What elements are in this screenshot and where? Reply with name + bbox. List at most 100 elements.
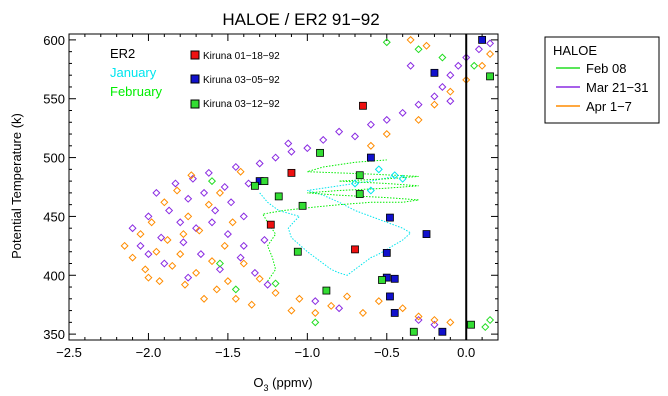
data-point-diamond — [215, 259, 224, 268]
y-tick-label: 450 — [43, 209, 65, 224]
y-tick-label: 600 — [43, 33, 65, 48]
data-point-diamond — [192, 268, 201, 277]
data-point-diamond — [454, 61, 463, 70]
plot-border — [68, 33, 499, 341]
data-point-square — [366, 153, 375, 162]
data-point-diamond — [179, 230, 188, 239]
data-point-square — [266, 220, 275, 229]
data-point-diamond — [144, 250, 153, 259]
data-point-diamond — [446, 71, 455, 80]
data-point-diamond — [176, 250, 185, 259]
profile-january-line — [259, 175, 412, 276]
x-tick-label: −0.5 — [374, 345, 400, 360]
data-point-diamond — [244, 179, 253, 188]
data-point-diamond — [366, 141, 375, 150]
data-point-diamond — [350, 132, 360, 141]
data-point-square — [382, 249, 391, 257]
data-point-diamond — [200, 188, 209, 197]
data-point-diamond — [430, 315, 439, 324]
data-point-diamond — [215, 188, 224, 197]
y-tick-label: 500 — [43, 151, 65, 166]
data-point-diamond — [231, 162, 240, 171]
data-point-diamond — [382, 38, 391, 47]
data-point-diamond — [486, 39, 495, 48]
legend-kiruna-0305-marker — [190, 74, 200, 84]
data-point-diamond — [176, 218, 185, 227]
data-point-diamond — [239, 259, 248, 268]
data-point-diamond — [446, 87, 455, 96]
data-point-square — [438, 327, 447, 336]
data-point-diamond — [236, 253, 245, 262]
data-point-diamond — [236, 167, 245, 176]
data-point-square — [386, 213, 394, 222]
x-tick-label: 0.0 — [457, 345, 475, 360]
data-point-diamond — [414, 312, 423, 321]
data-point-square — [322, 286, 331, 295]
data-point-square — [378, 276, 386, 284]
legend-apr-label: Apr 1−7 — [586, 99, 632, 114]
data-point-diamond — [204, 200, 213, 209]
data-point-square — [355, 171, 364, 180]
data-point-diamond — [374, 297, 383, 306]
data-point-diamond — [478, 61, 487, 70]
data-point-diamond — [184, 273, 193, 282]
data-point-diamond — [165, 206, 174, 215]
inner-legend: ER2 January February Kiruna 01−18−92 Kir… — [110, 46, 280, 110]
data-point-diamond — [287, 306, 296, 315]
data-point-diamond — [239, 212, 248, 221]
data-point-diamond — [271, 288, 280, 297]
data-point-diamond — [366, 120, 375, 129]
legend-kiruna-0118-label: Kiruna 01−18−92 — [203, 51, 280, 62]
data-point-diamond — [250, 268, 259, 277]
data-point-diamond — [263, 280, 272, 289]
data-point-diamond — [184, 212, 193, 221]
data-point-diamond — [343, 292, 352, 301]
data-point-square — [293, 247, 302, 256]
data-point-diamond — [152, 247, 161, 256]
data-point-diamond — [200, 294, 209, 303]
data-point-diamond — [382, 130, 391, 139]
data-point-diamond — [287, 147, 296, 156]
data-point-diamond — [382, 115, 391, 124]
data-point-diamond — [231, 294, 240, 303]
data-point-diamond — [128, 253, 137, 262]
data-point-diamond — [239, 241, 248, 250]
legend-feb08-label: Feb 08 — [586, 61, 626, 76]
x-axis: −2.5 −2.0 −1.5 −1.0 −0.5 0.0 — [56, 34, 483, 360]
data-point-diamond — [163, 235, 172, 244]
outer-legend: HALOE Feb 08 Mar 21−31 Apr 1−7 — [544, 36, 660, 124]
data-point-diamond — [271, 279, 280, 288]
data-point-diamond — [120, 241, 129, 250]
data-point-diamond — [231, 285, 240, 294]
data-point-diamond — [160, 259, 169, 268]
data-point-diamond — [196, 250, 205, 259]
data-point-diamond — [311, 297, 320, 306]
data-point-square — [386, 292, 394, 301]
data-point-diamond — [390, 171, 399, 180]
data-point-diamond — [152, 188, 161, 197]
data-point-diamond — [141, 265, 150, 274]
data-point-diamond — [171, 179, 180, 188]
data-point-diamond — [311, 308, 320, 317]
data-point-diamond — [204, 168, 213, 177]
x-tick-label: −1.0 — [294, 345, 320, 360]
x-axis-label: O3 (ppmv) — [253, 375, 312, 393]
legend-mar-label: Mar 21−31 — [586, 80, 649, 95]
data-point-diamond — [192, 224, 201, 233]
legend-february-label: February — [110, 84, 163, 99]
data-point-diamond — [366, 186, 375, 195]
data-point-diamond — [406, 35, 415, 44]
data-point-square — [260, 177, 269, 186]
data-point-square — [287, 168, 296, 177]
data-point-diamond — [160, 198, 169, 207]
data-point-diamond — [374, 165, 383, 174]
data-point-diamond — [255, 274, 264, 283]
data-point-diamond — [223, 230, 232, 239]
x-axis-label-sub: 3 — [264, 383, 269, 393]
legend-january-label: January — [110, 65, 157, 80]
data-point-diamond — [136, 241, 145, 250]
data-point-diamond — [220, 241, 229, 250]
data-point-diamond — [303, 144, 312, 153]
data-point-diamond — [144, 212, 153, 221]
data-point-diamond — [438, 53, 447, 62]
